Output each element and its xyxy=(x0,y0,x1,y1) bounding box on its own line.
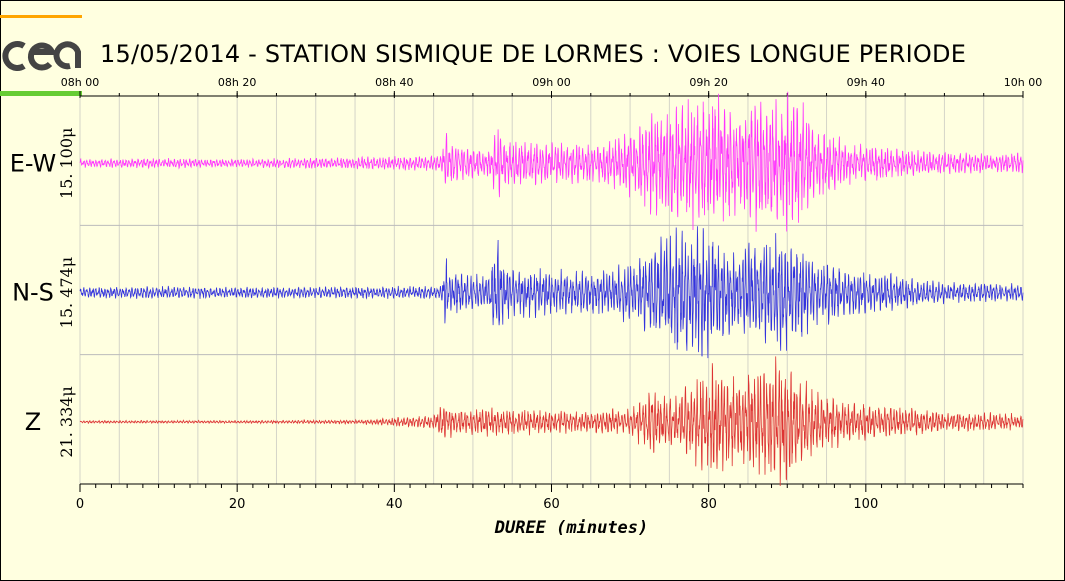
top-tick-label: 09h 20 xyxy=(689,76,727,89)
cea-logo xyxy=(2,41,81,71)
top-tick-label: 09h 40 xyxy=(847,76,885,89)
top-tick-label: 09h 00 xyxy=(532,76,570,89)
x-tick-label: 100 xyxy=(853,497,878,512)
trace-z xyxy=(79,356,1024,487)
x-tick-label: 60 xyxy=(543,497,560,512)
top-tick-label: 08h 00 xyxy=(61,76,99,89)
channel-label: Z xyxy=(25,408,41,436)
channel-label: E-W xyxy=(10,149,57,177)
channel-scale-label: 21. 334μ xyxy=(57,386,76,457)
logo-bottom-bar xyxy=(0,91,82,96)
logo-top-bar xyxy=(0,15,82,18)
channel-label: N-S xyxy=(12,279,54,307)
channel-scale-label: 15. 100μ xyxy=(57,128,76,199)
x-tick-label: 0 xyxy=(76,497,84,512)
top-tick-label: 08h 40 xyxy=(375,76,413,89)
x-tick-label: 40 xyxy=(386,497,403,512)
top-tick-label: 08h 20 xyxy=(218,76,256,89)
trace-e-w xyxy=(79,91,1024,232)
x-tick-label: 80 xyxy=(700,497,717,512)
x-tick-label: 20 xyxy=(229,497,246,512)
top-tick-label: 10h 00 xyxy=(1004,76,1042,89)
trace-n-s xyxy=(79,226,1024,359)
channel-scale-label: 15. 474μ xyxy=(57,257,76,328)
chart-title: 15/05/2014 - STATION SISMIQUE DE LORMES … xyxy=(100,40,967,68)
x-axis-label: DUREE (minutes) xyxy=(494,518,649,538)
